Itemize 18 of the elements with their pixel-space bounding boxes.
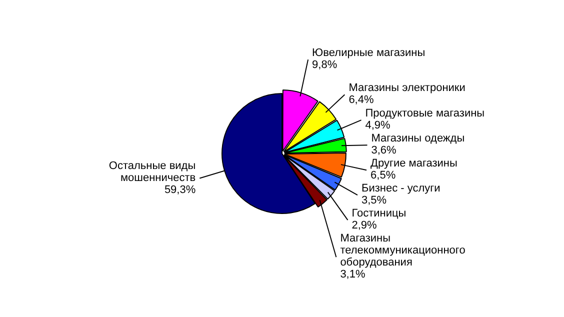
slice-label: Продуктовые магазины <box>365 108 485 120</box>
data-label: 6,5% <box>370 170 396 182</box>
data-label: 3,6% <box>371 144 397 157</box>
slice-label: Бизнес - услуги <box>361 182 440 195</box>
data-label: 9,8% <box>312 59 338 72</box>
slice-label: Магазины электроники <box>348 82 466 94</box>
slice-label: Остальные виды мошенничеств <box>108 160 196 184</box>
data-label: 2,9% <box>352 220 378 232</box>
slice-label: Гостиницы <box>352 208 406 220</box>
slice-label: Ювелирные магазины <box>312 47 426 60</box>
slice-label: Другие магазины <box>370 158 458 170</box>
data-label: 6,4% <box>348 94 374 106</box>
data-label: 3,5% <box>361 194 387 207</box>
data-label: 59,3% <box>164 184 196 196</box>
slice-label: Магазины одежды <box>371 132 465 145</box>
slice-label: Магазины телекоммуникационного оборудования <box>340 232 466 269</box>
data-label: 4,9% <box>365 120 391 132</box>
data-label: 3,1% <box>340 268 366 281</box>
